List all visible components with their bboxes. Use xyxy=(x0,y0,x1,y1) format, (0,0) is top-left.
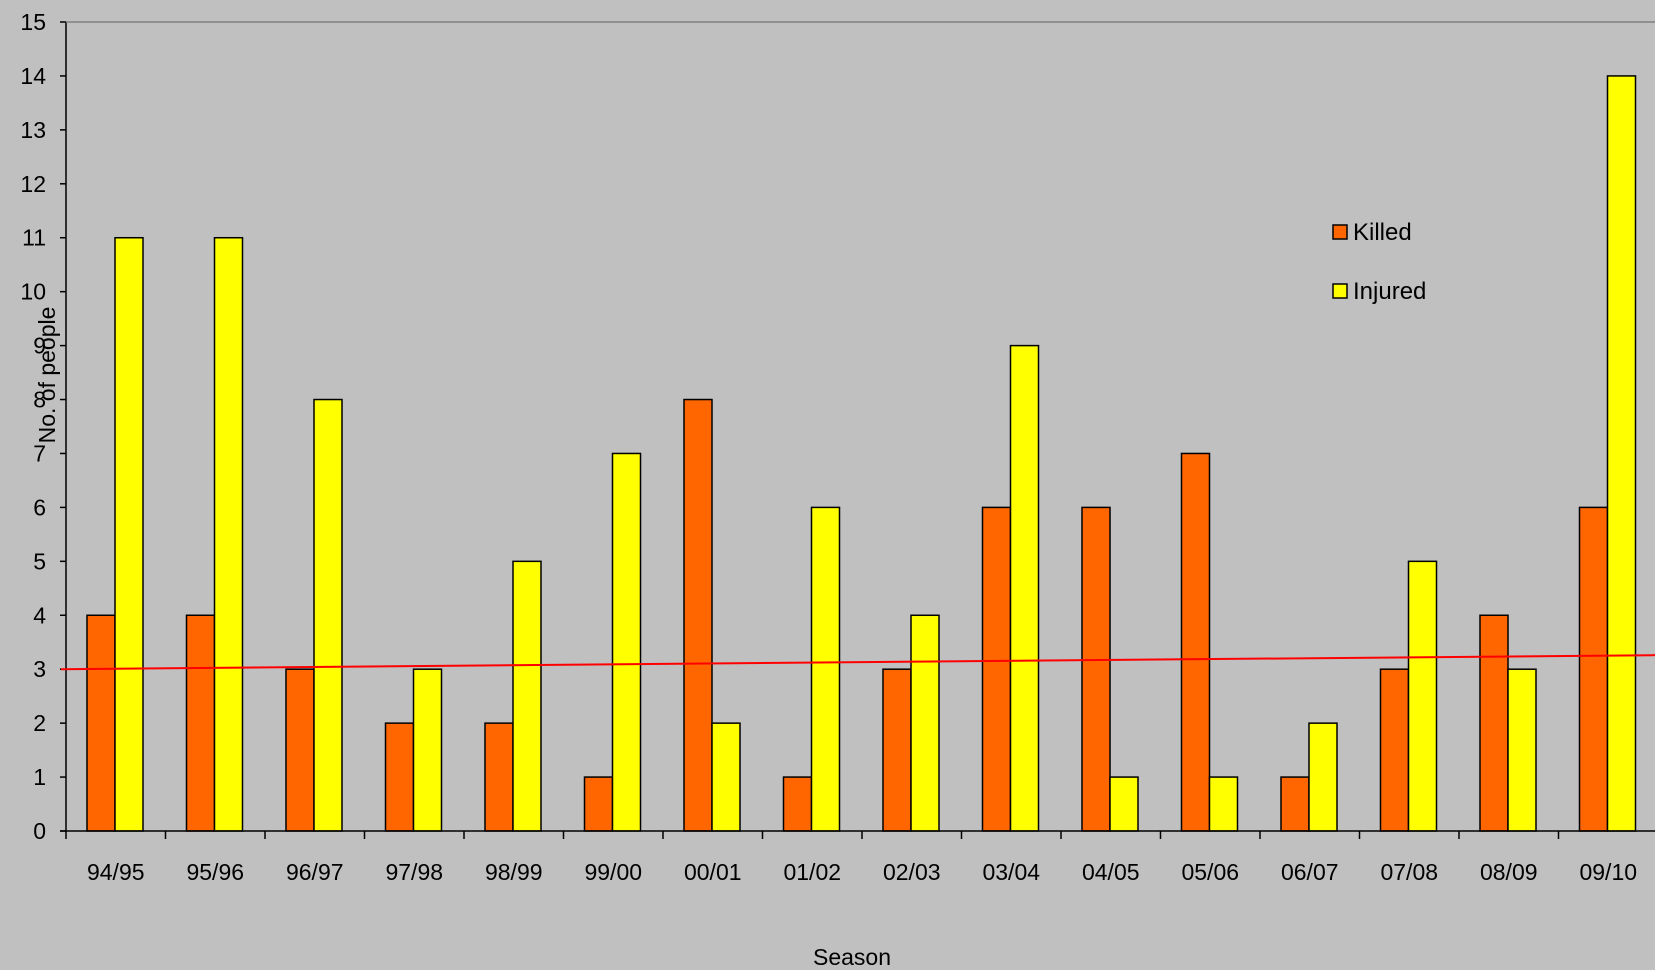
x-tick-label-94-95: 94/95 xyxy=(87,859,145,885)
x-tick-label-03-04: 03/04 xyxy=(982,859,1040,885)
bar-injured-95-96 xyxy=(213,236,244,832)
bar-injured-08-09 xyxy=(1507,668,1537,832)
x-tick-label-98-99: 98/99 xyxy=(485,859,543,885)
bar-killed-97-98 xyxy=(384,722,415,832)
legend-label-killed: Killed xyxy=(1353,219,1412,246)
bar-killed-96-97 xyxy=(285,668,315,832)
bar-injured-94-95 xyxy=(114,236,144,832)
y-tick-label-11: 11 xyxy=(22,225,46,251)
y-tick-label-0: 0 xyxy=(33,818,46,844)
bar-killed-00-01 xyxy=(683,398,713,832)
y-tick-label-12: 12 xyxy=(20,171,46,197)
bar-killed-08-09 xyxy=(1479,614,1509,832)
y-tick-label-13: 13 xyxy=(20,117,46,143)
x-tick-label-96-97: 96/97 xyxy=(286,859,344,885)
bar-killed-07-08 xyxy=(1379,668,1410,832)
x-tick-label-06-07: 06/07 xyxy=(1281,859,1339,885)
bar-killed-05-06 xyxy=(1180,452,1211,832)
bar-injured-03-04 xyxy=(1009,344,1040,832)
y-tick-label-6: 6 xyxy=(33,494,46,520)
bar-killed-06-07 xyxy=(1280,776,1310,832)
bar-killed-02-03 xyxy=(882,668,912,832)
x-tick-label-95-96: 95/96 xyxy=(186,859,244,885)
x-tick-label-08-09: 08/09 xyxy=(1480,859,1538,885)
bar-injured-04-05 xyxy=(1109,776,1139,832)
bar-injured-99-00 xyxy=(611,452,642,832)
bar-injured-02-03 xyxy=(910,614,940,832)
x-tick-label-05-06: 05/06 xyxy=(1181,859,1239,885)
x-tick-label-00-01: 00/01 xyxy=(684,859,742,885)
y-tick-label-14: 14 xyxy=(20,63,46,89)
bar-killed-99-00 xyxy=(583,776,614,832)
x-tick-label-07-08: 07/08 xyxy=(1380,859,1438,885)
bar-injured-05-06 xyxy=(1208,776,1239,832)
y-tick-label-8: 8 xyxy=(33,387,46,413)
legend-swatch-killed xyxy=(1332,224,1348,240)
x-axis-title: Season xyxy=(813,944,891,970)
bar-injured-97-98 xyxy=(412,668,443,832)
bar-killed-01-02 xyxy=(782,776,813,832)
y-axis-title: No. of people xyxy=(34,307,60,444)
bar-killed-95-96 xyxy=(185,614,216,832)
y-tick-label-7: 7 xyxy=(33,440,46,466)
x-tick-label-09-10: 09/10 xyxy=(1579,859,1637,885)
x-tick-label-97-98: 97/98 xyxy=(385,859,443,885)
y-tick-label-9: 9 xyxy=(33,333,46,359)
bars-layer xyxy=(86,75,1637,832)
bar-injured-98-99 xyxy=(512,560,542,832)
bar-injured-07-08 xyxy=(1407,560,1438,832)
bar-injured-06-07 xyxy=(1308,722,1338,832)
y-tick-label-10: 10 xyxy=(20,279,46,305)
bar-injured-96-97 xyxy=(313,398,343,832)
x-tick-label-01-02: 01/02 xyxy=(783,859,841,885)
bar-injured-09-10 xyxy=(1606,75,1637,832)
bar-injured-00-01 xyxy=(711,722,741,832)
legend-label-injured: Injured xyxy=(1353,278,1426,305)
y-tick-label-4: 4 xyxy=(33,602,46,628)
x-tick-label-99-00: 99/00 xyxy=(584,859,642,885)
bar-killed-03-04 xyxy=(981,506,1012,832)
y-tick-label-15: 15 xyxy=(20,9,46,35)
x-tick-label-02-03: 02/03 xyxy=(883,859,941,885)
y-tick-label-3: 3 xyxy=(33,656,46,682)
legend: Killed Injured xyxy=(1332,219,1426,305)
x-tick-label-04-05: 04/05 xyxy=(1082,859,1140,885)
y-tick-label-2: 2 xyxy=(33,710,46,736)
bar-killed-04-05 xyxy=(1081,506,1111,832)
trendline xyxy=(60,654,1655,671)
bar-killed-94-95 xyxy=(86,614,116,832)
trend-layer xyxy=(60,654,1655,671)
bar-killed-09-10 xyxy=(1578,506,1609,832)
y-tick-label-5: 5 xyxy=(33,548,46,574)
bar-killed-98-99 xyxy=(484,722,514,832)
y-tick-label-1: 1 xyxy=(33,764,46,790)
legend-swatch-injured xyxy=(1332,283,1348,299)
bar-injured-01-02 xyxy=(810,506,841,832)
